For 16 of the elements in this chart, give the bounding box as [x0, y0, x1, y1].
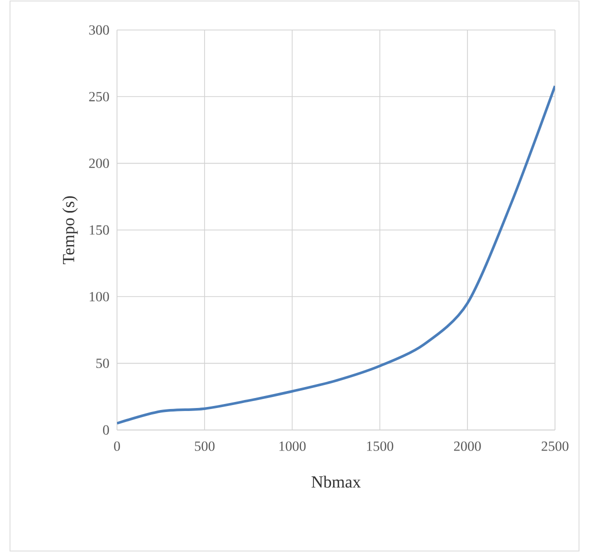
- y-tick-label: 50: [96, 358, 109, 368]
- y-tick-label: 100: [90, 292, 109, 302]
- y-tick-label: 300: [89, 25, 109, 35]
- y-tick-label: 250: [89, 92, 109, 102]
- x-tick-label: 500: [194, 442, 215, 451]
- y-axis-title: Tempo (s): [62, 196, 78, 264]
- line-series: [117, 84, 556, 425]
- x-axis-title: Nbmax: [312, 476, 361, 488]
- y-tick-label: 0: [103, 425, 109, 435]
- x-tick-label: 1000: [279, 442, 306, 451]
- x-tick-label: 2000: [454, 442, 481, 451]
- x-tick-label: 2500: [542, 442, 568, 451]
- x-tick-label: 0: [114, 442, 120, 451]
- y-tick-label: 150: [90, 225, 109, 235]
- y-tick-label: 200: [89, 158, 109, 168]
- x-tick-label: 1500: [367, 442, 394, 451]
